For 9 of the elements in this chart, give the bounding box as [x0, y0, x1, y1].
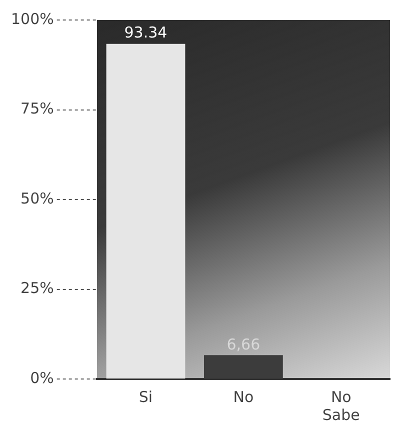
x-tick-label: Si — [138, 388, 153, 406]
x-tick-label: No — [233, 388, 254, 406]
data-label: 93.34 — [124, 23, 168, 42]
y-tick-label: 25% — [20, 279, 54, 298]
y-tick-label: 75% — [20, 100, 54, 118]
x-tick-label: No Sabe — [322, 388, 360, 424]
y-tick-label: 100% — [10, 10, 54, 28]
y-tick-label: 50% — [20, 189, 54, 208]
y-tick-label: 0% — [30, 368, 54, 387]
